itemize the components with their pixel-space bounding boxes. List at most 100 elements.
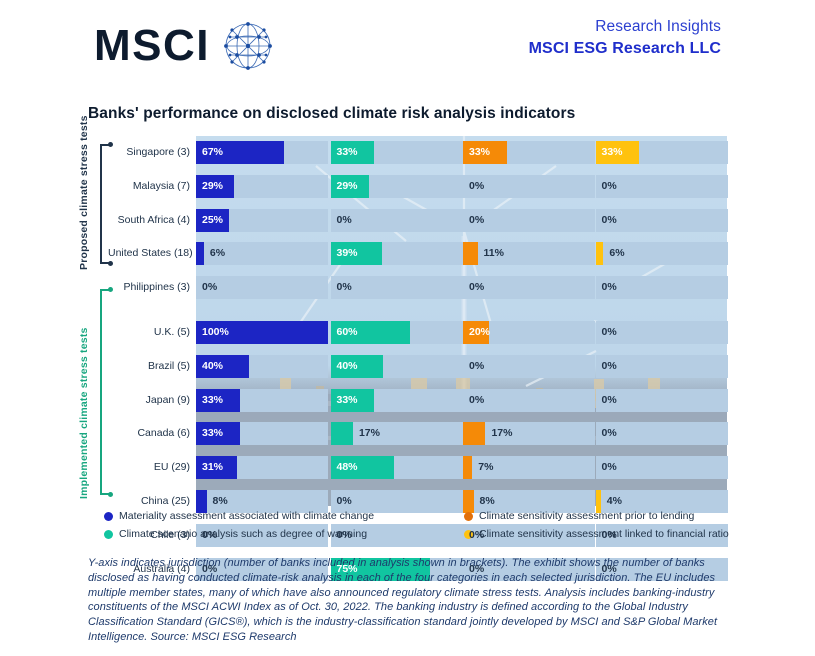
row-tracks: 40% 40% 0% 0% <box>196 354 728 378</box>
bar-value-label-1: 40% <box>336 359 358 372</box>
bar-fill-3 <box>595 490 601 513</box>
bar-track-1 <box>330 523 463 547</box>
bar-track-0 <box>196 557 328 581</box>
chart-title: Banks' performance on disclosed climate … <box>88 105 576 122</box>
table-row: Malaysia (7) 29% 29% 0% 0% <box>0 174 815 198</box>
bar-value-label-2: 0% <box>469 281 485 294</box>
bar-track-0 <box>196 141 328 164</box>
bar-value-label-3: 0% <box>601 213 617 226</box>
bar-value-label-1: 0% <box>336 281 352 294</box>
bar-track-1 <box>330 242 463 266</box>
bar-value-label-3: 0% <box>601 359 617 372</box>
table-row: Canada (6) 33% 17% 17% 0% <box>0 422 815 446</box>
bar-fill-1 <box>330 141 375 164</box>
bar-fill-0 <box>196 388 240 412</box>
bar-track-0 <box>196 490 328 513</box>
bar-value-label-3: 6% <box>609 247 625 260</box>
row-tracks: 33% 33% 0% 0% <box>196 388 728 412</box>
row-label-u-k-5: U.K. (5) <box>153 326 190 338</box>
bar-value-label-3: 0% <box>601 281 617 294</box>
bar-value-label-0: 8% <box>212 495 228 507</box>
header-titles: Research Insights MSCI ESG Research LLC <box>529 16 721 61</box>
bar-track-3 <box>595 490 728 513</box>
page-header: MSCI <box>0 0 815 88</box>
msci-esg-research-label: MSCI ESG Research LLC <box>528 40 721 58</box>
bar-track-0 <box>196 388 328 412</box>
bar-fill-2 <box>463 242 478 266</box>
legend-item-financial-ratio: Climate sensitivity assessment linked to… <box>464 528 729 540</box>
bar-track-0 <box>196 523 328 547</box>
bar-track-0 <box>196 354 328 378</box>
bar-value-label-3: 33% <box>601 146 623 158</box>
bar-value-label-0: 6% <box>209 247 226 260</box>
bar-track-3 <box>595 141 728 164</box>
row-tracks: 8% 0% 8% 4% <box>196 490 728 513</box>
bar-track-1 <box>330 557 463 581</box>
bar-value-label-1: 29% <box>336 179 358 192</box>
bar-track-3 <box>595 242 728 266</box>
legend-swatch-prior-lending <box>464 511 473 521</box>
bar-fill-1 <box>330 174 369 198</box>
row-label-eu-29: EU (29) <box>153 461 190 474</box>
bar-fill-2 <box>463 422 486 446</box>
row-label-united-states-18: United States (18) <box>108 247 193 260</box>
bar-track-2 <box>463 321 595 344</box>
bar-value-label-0: 25% <box>202 213 224 226</box>
bar-track-2 <box>463 490 595 513</box>
table-row: Philippines (3) 0% 0% 0% 0% <box>0 276 815 300</box>
bar-fill-1 <box>330 388 375 412</box>
bar-value-label-3: 4% <box>606 495 622 507</box>
bar-track-2 <box>463 388 595 412</box>
bar-value-label-1: 60% <box>336 326 358 338</box>
bar-value-label-1: 0% <box>336 213 352 226</box>
table-row: Brazil (5) 40% 40% 0% 0% <box>0 354 815 378</box>
bar-fill-0 <box>196 174 235 198</box>
bar-value-label-1: 75% <box>336 562 358 575</box>
bar-fill-2 <box>463 456 473 480</box>
bar-value-label-2: 11% <box>483 247 504 260</box>
bar-track-3 <box>595 321 728 344</box>
bar-track-2 <box>463 523 595 547</box>
table-row: South Africa (4) 25% 0% 0% 0% <box>0 208 815 232</box>
bar-value-label-1: 0% <box>336 528 352 541</box>
bar-fill-2 <box>463 490 474 513</box>
row-tracks: 33% 17% 17% 0% <box>196 422 728 446</box>
legend-label-prior-lending: Climate sensitivity assessment prior to … <box>479 510 695 522</box>
bar-track-0 <box>196 456 328 480</box>
bar-value-label-2: 33% <box>469 146 491 158</box>
bar-track-3 <box>595 523 728 547</box>
bar-track-3 <box>595 388 728 412</box>
bar-track-1 <box>330 321 463 344</box>
bar-value-label-2: 0% <box>469 528 485 541</box>
bar-fill-1 <box>330 354 384 378</box>
bar-track-2 <box>463 242 595 266</box>
row-label-japan-9: Japan (9) <box>145 393 190 406</box>
chart-legend: Materiality assessment associated with c… <box>0 508 815 548</box>
row-tracks: 67% 33% 33% 33% <box>196 141 728 164</box>
bar-track-1 <box>330 456 463 480</box>
table-row: United States (18) 6% 39% 11% 6% <box>0 242 815 266</box>
bar-value-label-3: 0% <box>601 461 617 474</box>
bar-value-label-3: 0% <box>601 562 617 575</box>
bar-track-3 <box>595 456 728 480</box>
bar-value-label-1: 33% <box>336 146 358 158</box>
row-label-canada-6: Canada (6) <box>137 427 190 440</box>
bar-track-2 <box>463 456 595 480</box>
bar-fill-2 <box>463 321 490 344</box>
bar-fill-1 <box>330 321 410 344</box>
legend-swatch-materiality <box>104 511 113 521</box>
bar-track-3 <box>595 557 728 581</box>
row-tracks: 0% 75% 0% 0% <box>196 557 728 581</box>
bar-track-1 <box>330 174 463 198</box>
bar-value-label-1: 48% <box>336 461 358 474</box>
bar-fill-0 <box>196 422 240 446</box>
bar-fill-0 <box>196 208 229 232</box>
bar-value-label-0: 33% <box>202 393 224 406</box>
bar-value-label-0: 0% <box>202 562 218 575</box>
bar-track-2 <box>463 208 595 232</box>
bar-fill-2 <box>463 141 507 164</box>
bar-track-3 <box>595 208 728 232</box>
row-label-malaysia-7: Malaysia (7) <box>132 179 190 192</box>
bar-track-0 <box>196 242 328 266</box>
